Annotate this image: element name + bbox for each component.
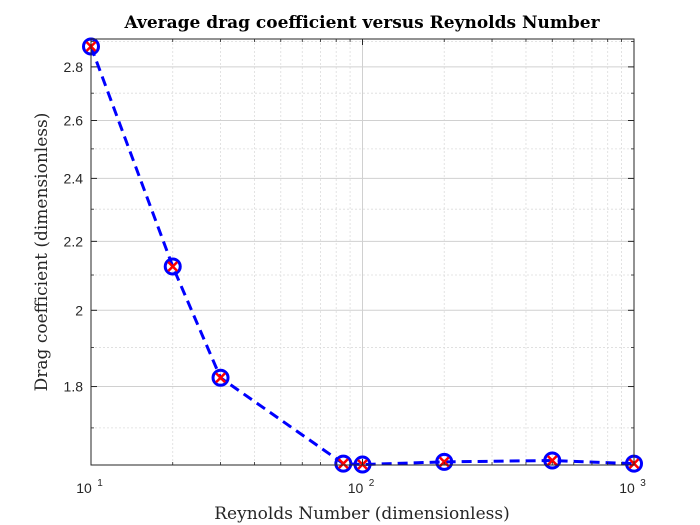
x-tick-exponent: 3 <box>640 478 646 489</box>
chart-title: Average drag coefficient versus Reynolds… <box>123 13 600 33</box>
y-axis-label: Drag coefficient (dimensionless) <box>32 113 52 392</box>
y-tick-label: 2.4 <box>64 170 84 186</box>
data-point-cross <box>337 458 349 470</box>
data-point-cross <box>167 261 179 272</box>
x-tick-label: 10 <box>348 480 364 496</box>
data-point <box>543 451 562 470</box>
data-point-circle <box>163 257 182 276</box>
data-point-circle <box>543 451 562 470</box>
data-point-cross <box>546 455 558 466</box>
x-tick-exponent: 2 <box>369 478 375 489</box>
y-tick-label: 2.2 <box>64 233 84 249</box>
data-point <box>163 257 182 276</box>
x-tick-exponent: 1 <box>97 478 103 489</box>
y-tick-label: 2.6 <box>64 112 84 128</box>
data-point-cross <box>215 372 226 384</box>
y-tick-label: 1.8 <box>64 379 84 395</box>
data-point <box>211 368 230 387</box>
data-point-circle <box>211 368 230 387</box>
series-line <box>89 45 635 467</box>
y-tick-label: 2.8 <box>64 59 84 75</box>
x-tick-label: 10 <box>619 480 635 496</box>
data-point-circle <box>435 452 454 471</box>
axis-ticks: 10 1 10 2 10 3 1.8 2 2.2 2.4 2.6 2.8 <box>64 39 646 496</box>
y-tick-label: 2 <box>75 302 83 318</box>
x-axis-label: Reynolds Number (dimensionless) <box>214 504 510 524</box>
x-tick-label: 10 <box>76 480 92 496</box>
